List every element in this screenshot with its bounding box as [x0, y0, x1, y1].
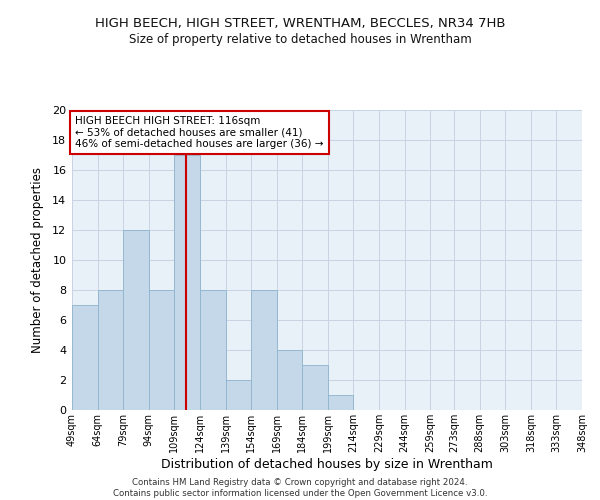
- Y-axis label: Number of detached properties: Number of detached properties: [31, 167, 44, 353]
- X-axis label: Distribution of detached houses by size in Wrentham: Distribution of detached houses by size …: [161, 458, 493, 470]
- Bar: [277, 350, 302, 410]
- Text: Contains HM Land Registry data © Crown copyright and database right 2024.
Contai: Contains HM Land Registry data © Crown c…: [113, 478, 487, 498]
- Text: HIGH BEECH, HIGH STREET, WRENTHAM, BECCLES, NR34 7HB: HIGH BEECH, HIGH STREET, WRENTHAM, BECCL…: [95, 18, 505, 30]
- Bar: [175, 155, 200, 410]
- Bar: [251, 290, 277, 410]
- Bar: [98, 290, 123, 410]
- Bar: [123, 230, 149, 410]
- Text: Size of property relative to detached houses in Wrentham: Size of property relative to detached ho…: [128, 32, 472, 46]
- Bar: [149, 290, 175, 410]
- Text: HIGH BEECH HIGH STREET: 116sqm
← 53% of detached houses are smaller (41)
46% of : HIGH BEECH HIGH STREET: 116sqm ← 53% of …: [76, 116, 324, 149]
- Bar: [302, 365, 328, 410]
- Bar: [72, 305, 98, 410]
- Bar: [226, 380, 251, 410]
- Bar: [328, 395, 353, 410]
- Bar: [200, 290, 226, 410]
